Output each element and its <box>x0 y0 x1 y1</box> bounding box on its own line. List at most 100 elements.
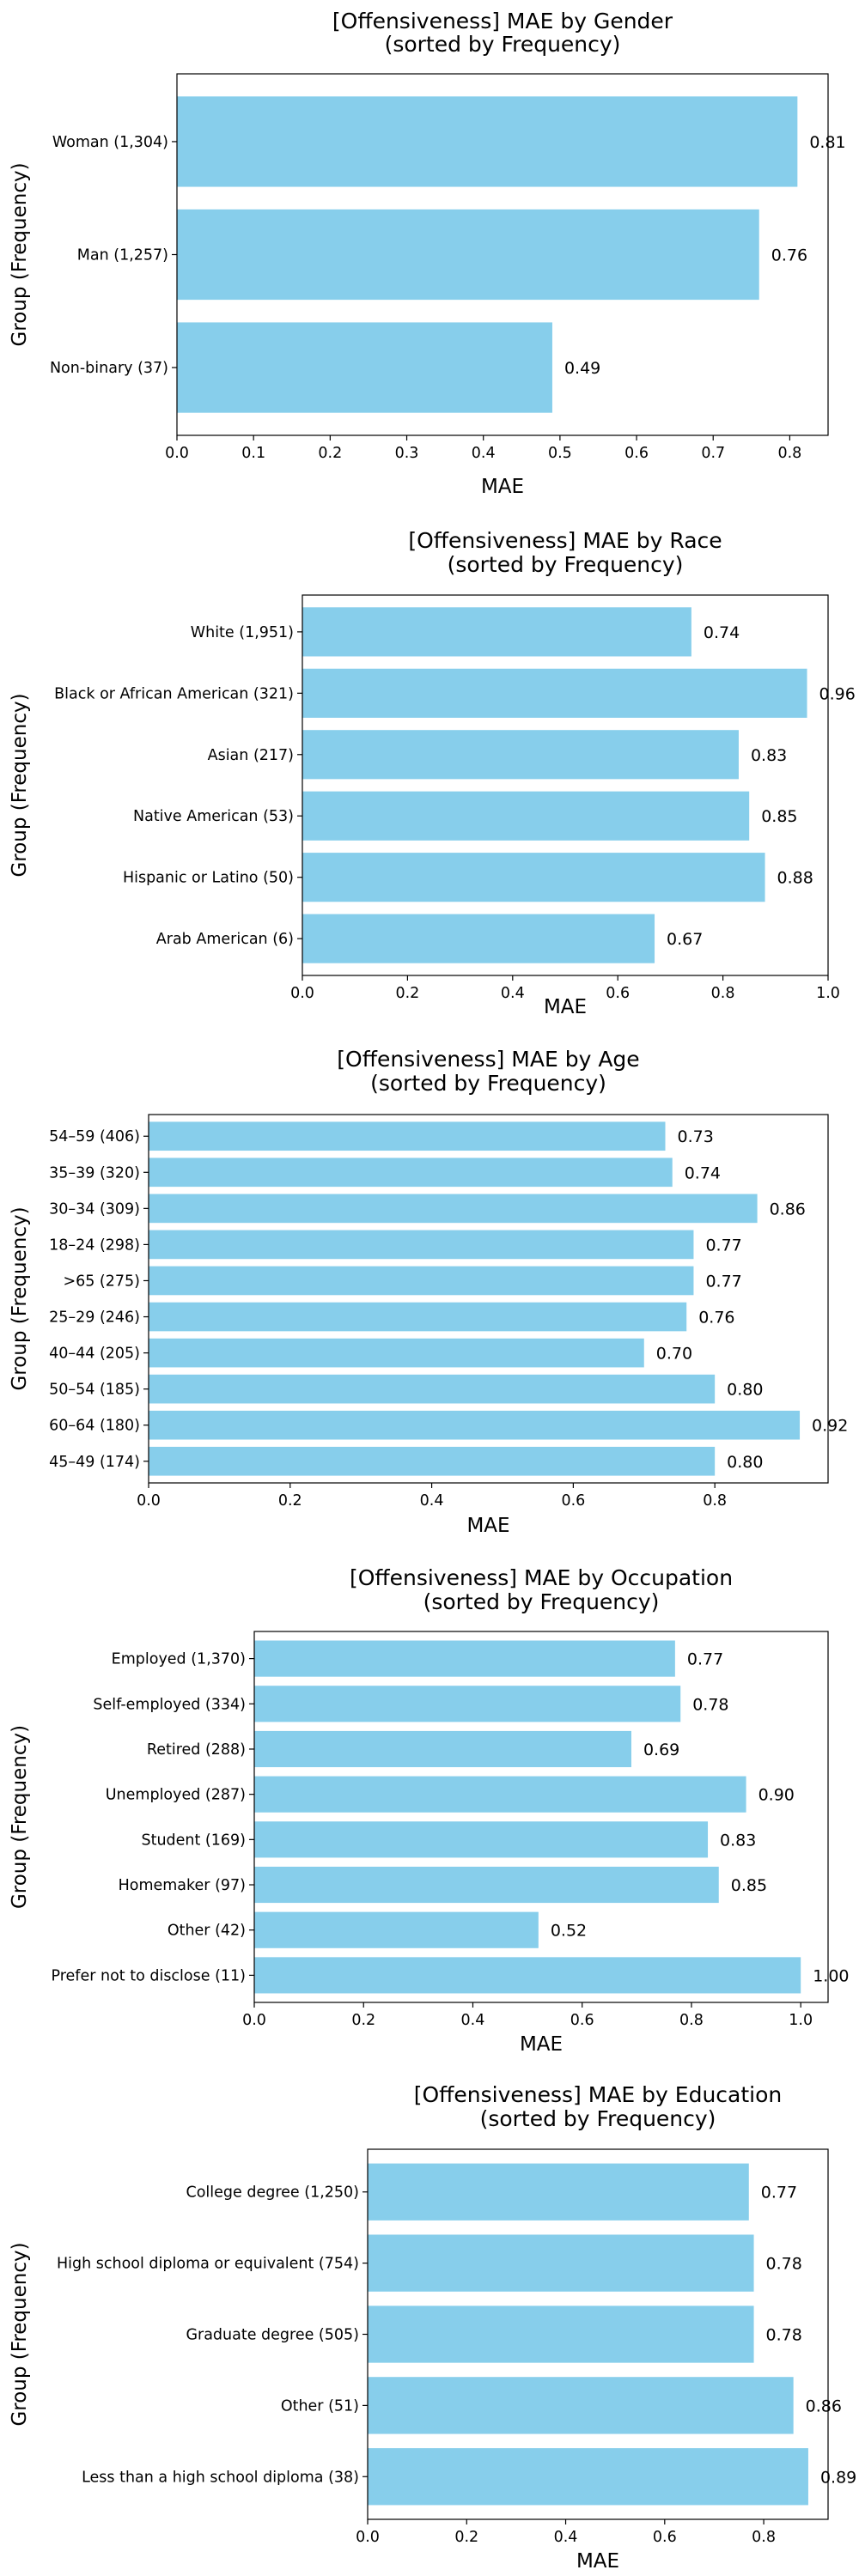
bar <box>254 1911 539 1948</box>
category-label: Retired (288) <box>147 1741 246 1759</box>
data-label: 0.67 <box>667 930 703 949</box>
y-axis-label: Group (Frequency) <box>9 2242 31 2426</box>
chart-title-line: [Offensiveness] MAE by Gender <box>332 9 673 33</box>
data-label: 0.90 <box>758 1786 795 1805</box>
data-label: 0.77 <box>705 1272 741 1291</box>
y-axis-label: Group (Frequency) <box>9 693 31 877</box>
category-label: Unemployed (287) <box>106 1787 246 1804</box>
data-label: 0.76 <box>771 246 807 265</box>
chart-title-line: (sorted by Frequency) <box>480 2106 716 2131</box>
category-label: Non-binary (37) <box>50 360 168 377</box>
y-axis-label: Group (Frequency) <box>9 162 31 346</box>
category-label: 60–64 (180) <box>49 1418 140 1435</box>
x-tick-label: 0.8 <box>711 985 735 1002</box>
bar <box>254 1821 709 1858</box>
x-axis-label: MAE <box>466 1515 509 1537</box>
category-label: Black or African American (321) <box>54 685 294 702</box>
x-tick-label: 0.2 <box>454 2529 478 2546</box>
chart-panel-3: [Offensiveness] MAE by Age(sorted by Fre… <box>9 1047 848 1537</box>
category-label: 54–59 (406) <box>49 1128 140 1145</box>
x-tick-label: 0.3 <box>395 445 419 462</box>
category-label: >65 (275) <box>63 1273 140 1290</box>
chart-panel-5: [Offensiveness] MAE by Education(sorted … <box>9 2082 856 2573</box>
bar <box>302 668 807 718</box>
category-label: Arab American (6) <box>156 931 294 948</box>
data-label: 0.74 <box>685 1163 721 1182</box>
chart-title-line: [Offensiveness] MAE by Education <box>414 2082 783 2107</box>
x-axis-label: MAE <box>576 2550 619 2573</box>
bar <box>177 209 759 301</box>
data-label: 0.76 <box>698 1309 734 1327</box>
category-label: Hispanic or Latino (50) <box>123 870 294 887</box>
data-label: 0.70 <box>656 1345 692 1364</box>
x-tick-label: 0.4 <box>501 985 525 1002</box>
x-tick-label: 0.2 <box>395 985 419 1002</box>
category-label: 50–54 (185) <box>49 1382 140 1399</box>
bar <box>368 2306 754 2363</box>
data-label: 0.88 <box>777 869 813 888</box>
category-label: 25–29 (246) <box>49 1309 140 1327</box>
data-label: 0.83 <box>720 1831 756 1850</box>
bar <box>149 1266 694 1296</box>
x-tick-label: 0.4 <box>461 2012 485 2029</box>
category-label: Graduate degree (505) <box>186 2327 359 2344</box>
bar <box>254 1730 631 1768</box>
bar <box>149 1121 666 1151</box>
x-tick-label: 0.6 <box>561 1492 585 1510</box>
bar <box>254 1866 719 1904</box>
bar <box>254 1957 801 1994</box>
category-label: Native American (53) <box>133 808 294 825</box>
data-label: 0.85 <box>731 1876 767 1895</box>
data-label: 1.00 <box>813 1966 849 1985</box>
plot-frame <box>367 2148 829 2520</box>
bar <box>302 730 739 780</box>
y-axis-label: Group (Frequency) <box>9 1725 31 1909</box>
bar <box>368 2448 808 2506</box>
chart-title-line: [Offensiveness] MAE by Age <box>337 1047 639 1072</box>
data-label: 0.74 <box>704 623 740 642</box>
data-label: 0.78 <box>766 2326 802 2345</box>
category-label: Homemaker (97) <box>119 1877 246 1894</box>
plot-frame <box>176 73 829 436</box>
bar <box>149 1446 716 1476</box>
data-label: 0.80 <box>727 1381 763 1400</box>
x-tick-label: 0.0 <box>356 2529 380 2546</box>
data-label: 0.78 <box>692 1695 728 1714</box>
bar <box>254 1776 746 1813</box>
x-tick-label: 0.6 <box>570 2012 594 2029</box>
x-tick-label: 0.4 <box>472 445 496 462</box>
data-label: 0.52 <box>551 1922 587 1941</box>
data-label: 0.80 <box>727 1453 763 1472</box>
category-label: 30–34 (309) <box>49 1200 140 1218</box>
x-tick-label: 0.4 <box>420 1492 444 1510</box>
x-tick-label: 0.4 <box>554 2529 578 2546</box>
bar <box>149 1157 673 1188</box>
x-tick-label: 0.8 <box>679 2012 704 2029</box>
chart-title-line: [Offensiveness] MAE by Occupation <box>350 1565 733 1590</box>
data-label: 0.86 <box>770 1200 806 1218</box>
data-label: 0.77 <box>761 2184 797 2202</box>
bar <box>302 853 765 902</box>
category-label: White (1,951) <box>191 624 294 641</box>
bar <box>302 607 691 657</box>
x-tick-label: 0.5 <box>548 445 572 462</box>
x-tick-label: 0.2 <box>351 2012 375 2029</box>
bar <box>149 1338 644 1368</box>
x-tick-label: 0.2 <box>318 445 342 462</box>
data-label: 0.89 <box>820 2468 856 2487</box>
chart-panel-4: [Offensiveness] MAE by Occupation(sorted… <box>9 1565 850 2056</box>
category-label: 40–44 (205) <box>49 1346 140 1363</box>
data-label: 0.92 <box>812 1417 848 1436</box>
category-label: Less than a high school diploma (38) <box>82 2469 359 2486</box>
category-label: Self-employed (334) <box>93 1696 246 1713</box>
bar <box>149 1230 694 1260</box>
chart-title-line: (sorted by Frequency) <box>423 1589 660 1614</box>
data-label: 0.78 <box>766 2255 802 2274</box>
data-label: 0.85 <box>761 807 797 826</box>
bar <box>149 1194 758 1224</box>
category-label: Other (42) <box>168 1923 246 1940</box>
category-label: College degree (1,250) <box>186 2184 360 2202</box>
category-label: Student (169) <box>141 1832 246 1849</box>
x-tick-label: 0.1 <box>241 445 265 462</box>
